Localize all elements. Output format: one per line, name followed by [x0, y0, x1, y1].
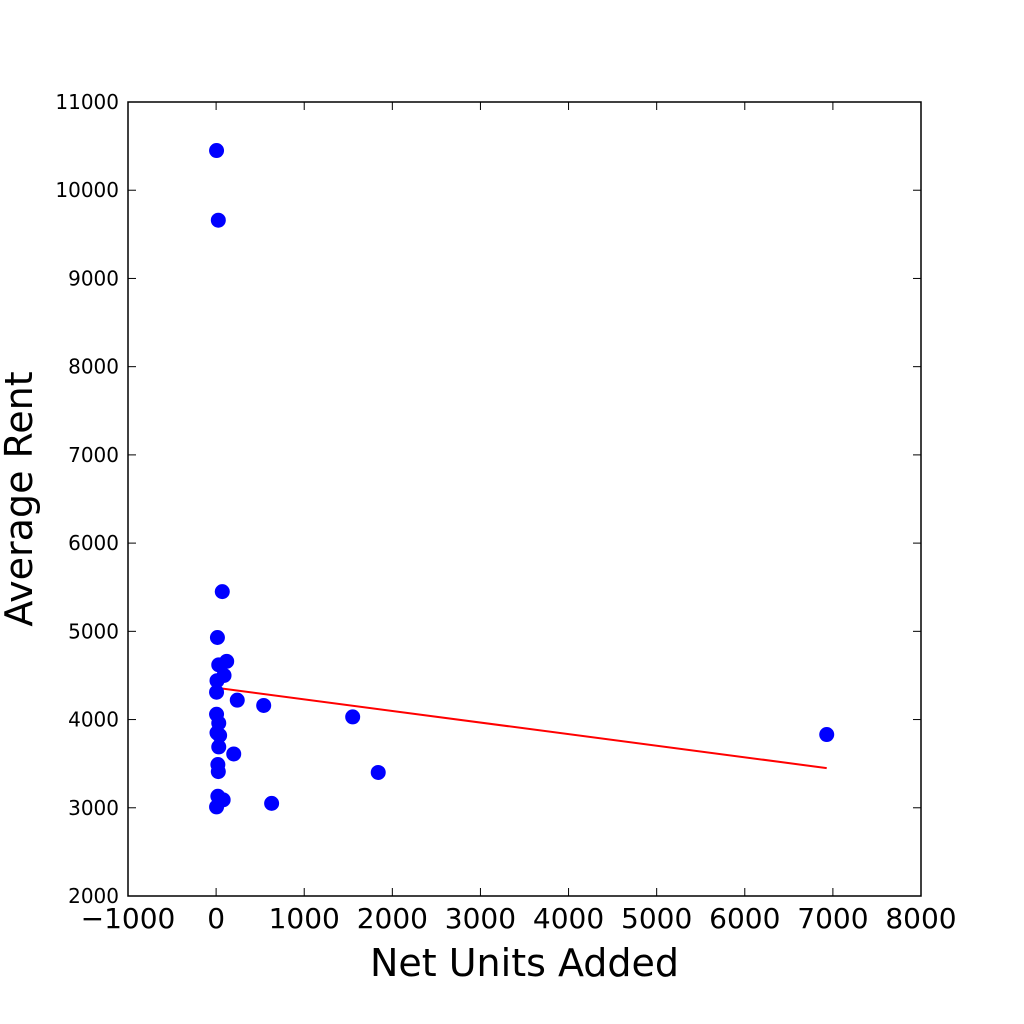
x-tick-label: 1000 — [269, 902, 340, 935]
data-point — [211, 739, 227, 755]
x-tick-label: 6000 — [709, 902, 780, 935]
x-tick-label: 5000 — [621, 902, 692, 935]
y-tick-label: 10000 — [55, 178, 119, 202]
x-tick-label: 8000 — [885, 902, 956, 935]
y-axis-label: Average Rent — [0, 371, 41, 626]
fit-line-layer — [215, 686, 827, 770]
x-axis-label: Net Units Added — [370, 941, 679, 985]
plot-frame — [127, 101, 922, 897]
x-tick-label: 0 — [207, 902, 225, 935]
y-tick-label: 7000 — [68, 443, 119, 467]
data-point — [209, 143, 225, 159]
data-point — [209, 684, 225, 700]
fit-line — [215, 686, 827, 770]
data-point — [226, 746, 242, 762]
x-tick-label: 2000 — [357, 902, 428, 935]
x-tick-label: −1000 — [81, 902, 176, 935]
y-tick-label: 4000 — [68, 708, 119, 732]
y-tick-label: 2000 — [68, 884, 119, 908]
x-tick-label: 7000 — [797, 902, 868, 935]
y-tick-label: 9000 — [68, 266, 119, 290]
y-tick-label: 6000 — [68, 531, 119, 555]
y-tick-label: 5000 — [68, 619, 119, 643]
data-point — [209, 673, 225, 689]
data-point — [256, 697, 272, 713]
data-point — [229, 692, 245, 708]
data-point — [209, 799, 225, 815]
x-tick-label: 4000 — [533, 902, 604, 935]
data-point — [214, 584, 230, 600]
y-tick-label: 3000 — [68, 796, 119, 820]
data-point — [264, 795, 280, 811]
data-point — [819, 727, 835, 743]
axes: −1000 0 1000 2000 3000 4000 5000 6000 7000 8000 20… — [55, 90, 956, 935]
points-layer — [209, 143, 835, 815]
data-point — [209, 630, 225, 646]
data-point — [210, 764, 226, 780]
x-tick-label: 3000 — [445, 902, 516, 935]
data-point — [345, 709, 361, 725]
y-tick-label: 8000 — [68, 355, 119, 379]
y-tick-label: 11000 — [55, 90, 119, 114]
data-point — [370, 764, 386, 780]
data-point — [210, 212, 226, 228]
data-point — [212, 727, 228, 743]
